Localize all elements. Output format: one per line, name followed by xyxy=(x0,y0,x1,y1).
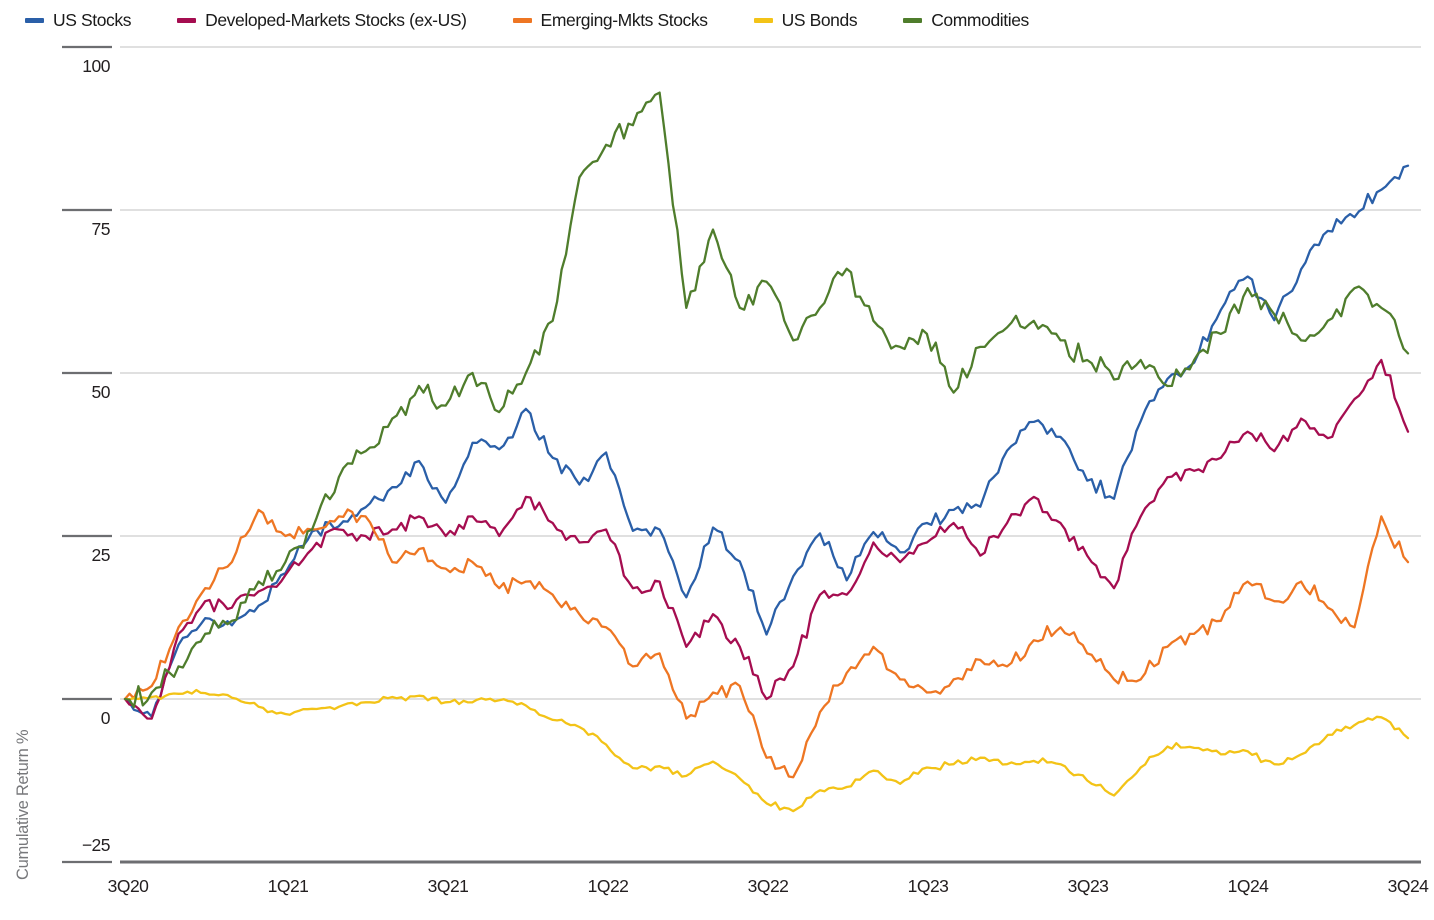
x-tick-1q21: 1Q21 xyxy=(267,876,309,896)
x-tick-1q22: 1Q22 xyxy=(587,876,629,896)
x-tick-3q22: 3Q22 xyxy=(747,876,789,896)
series-line-us-stocks xyxy=(123,164,1410,718)
legend-item-emerging-markets: Emerging-Mkts Stocks xyxy=(512,10,708,31)
x-tick-3q21: 3Q21 xyxy=(427,876,469,896)
y-tick-75: 75 xyxy=(91,219,111,239)
legend-label: Commodities xyxy=(931,10,1029,30)
developed-markets-swatch-icon xyxy=(177,18,197,23)
legend-label: US Bonds xyxy=(781,10,858,30)
x-tick-1q23: 1Q23 xyxy=(907,876,949,896)
x-tick-3q23: 3Q23 xyxy=(1067,876,1109,896)
y-tick-25: 25 xyxy=(91,545,111,565)
legend-item-us-stocks: US Stocks xyxy=(25,10,131,31)
commodities-swatch-icon xyxy=(903,18,923,23)
us-stocks-swatch-icon xyxy=(25,18,44,23)
x-tick-1q24: 1Q24 xyxy=(1227,876,1269,896)
series-line-emerging-mkts-stocks xyxy=(123,508,1410,779)
us-bonds-swatch-icon xyxy=(753,18,773,23)
legend-item-commodities: Commodities xyxy=(903,10,1029,31)
legend-label: Developed-Markets Stocks (ex-US) xyxy=(205,10,467,30)
legend-item-developed-markets: Developed-Markets Stocks (ex-US) xyxy=(177,10,467,31)
legend-label: US Stocks xyxy=(53,10,132,30)
x-tick-3q20: 3Q20 xyxy=(107,876,149,896)
legend-label: Emerging-Mkts Stocks xyxy=(540,10,708,30)
y-tick-100: 100 xyxy=(82,56,110,76)
series-line-developed-markets-stocks-ex-us- xyxy=(123,358,1410,720)
y-tick-neg25: −25 xyxy=(81,835,111,855)
y-axis-title: Cumulative Return % xyxy=(14,729,32,880)
x-tick-3q24: 3Q24 xyxy=(1387,876,1429,896)
legend-item-us-bonds: US Bonds xyxy=(753,10,858,31)
series-line-us-bonds xyxy=(123,688,1410,813)
y-tick-50: 50 xyxy=(91,382,111,402)
series-line-commodities xyxy=(123,91,1410,709)
y-tick-0: 0 xyxy=(100,708,111,728)
chart-legend: US Stocks Developed-Markets Stocks (ex-U… xyxy=(25,10,1029,31)
emerging-markets-swatch-icon xyxy=(512,18,532,23)
